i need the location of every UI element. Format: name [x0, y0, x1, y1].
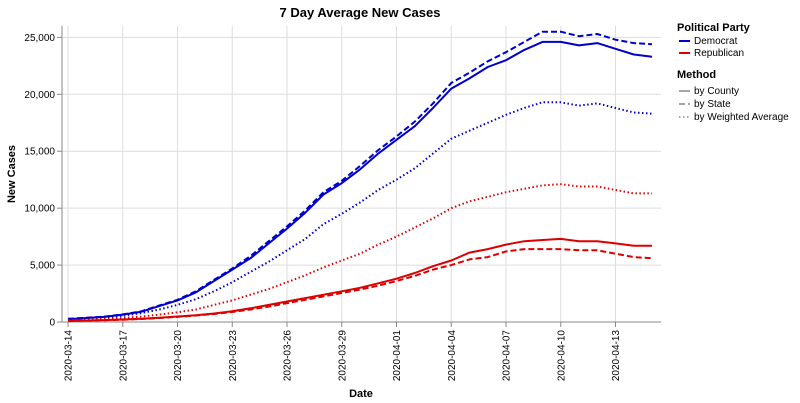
series-line-republican-by-county [67, 237, 652, 322]
series-line-democrat-by-county [67, 40, 653, 321]
y-tick-label: 25,000 [24, 33, 55, 44]
y-axis-title: New Cases [6, 145, 18, 203]
legend-color-title: Political Party [677, 22, 751, 34]
legend-color-label: Democrat [694, 36, 738, 47]
x-tick-label: 2020-04-13 [611, 330, 622, 382]
legend-dash-title: Method [677, 69, 716, 81]
series-lines [67, 30, 653, 322]
grid [62, 26, 661, 323]
legend-color-label: Republican [694, 48, 744, 59]
y-tick-label: 0 [49, 318, 55, 329]
legend-dash-label: by Weighted Average [694, 112, 789, 123]
x-axis-title: Date [349, 388, 373, 400]
series-line-democrat-by-state [67, 30, 653, 320]
x-tick-label: 2020-04-07 [502, 330, 513, 382]
axes: 0 5,000 10,000 15,000 20,000 25,000 2020-03-14… [24, 26, 661, 381]
series-line-republican-by-weighted-average [67, 183, 652, 322]
x-tick-label: 2020-03-23 [228, 330, 239, 382]
x-tick-label: 2020-03-14 [64, 330, 75, 382]
x-tick-label: 2020-04-10 [556, 330, 567, 382]
legend-dash-label: by State [694, 99, 731, 110]
legend-dash-entries: by County by State by Weighted Average [679, 86, 789, 123]
chart-title: 7 Day Average New Cases [280, 5, 441, 20]
y-tick-label: 15,000 [24, 147, 55, 158]
x-tick-label: 2020-03-17 [118, 330, 129, 382]
x-tick-label: 2020-03-20 [173, 330, 184, 382]
legend-dash-label: by County [694, 86, 739, 97]
x-tick-label: 2020-03-29 [337, 330, 348, 382]
series-line-democrat-by-weighted-average [67, 101, 653, 321]
x-tick-label: 2020-03-26 [283, 330, 294, 382]
x-tick-label: 2020-04-04 [447, 330, 458, 382]
x-tick-label: 2020-04-01 [392, 330, 403, 382]
y-tick-label: 5,000 [30, 261, 55, 272]
y-tick-label: 20,000 [24, 90, 55, 101]
y-tick-label: 10,000 [24, 204, 55, 215]
